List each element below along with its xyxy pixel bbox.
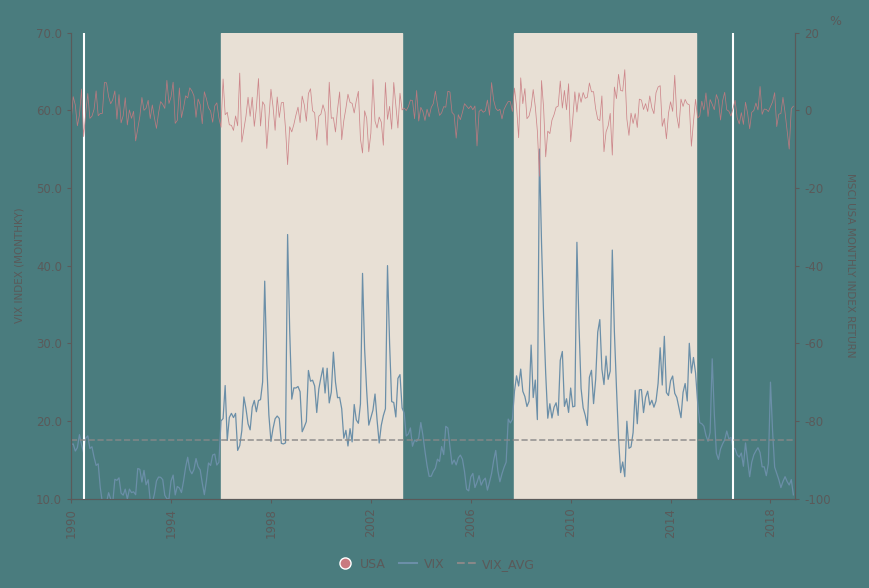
Bar <box>514 32 694 499</box>
Y-axis label: MSCI USA MONTHLY INDEX RETURN: MSCI USA MONTHLY INDEX RETURN <box>844 173 854 358</box>
Bar <box>221 32 401 499</box>
Legend: USA, VIX, VIX_AVG: USA, VIX, VIX_AVG <box>330 553 539 576</box>
Y-axis label: VIX INDEX (MONTHKY): VIX INDEX (MONTHKY) <box>15 208 25 323</box>
Text: %: % <box>828 15 840 28</box>
